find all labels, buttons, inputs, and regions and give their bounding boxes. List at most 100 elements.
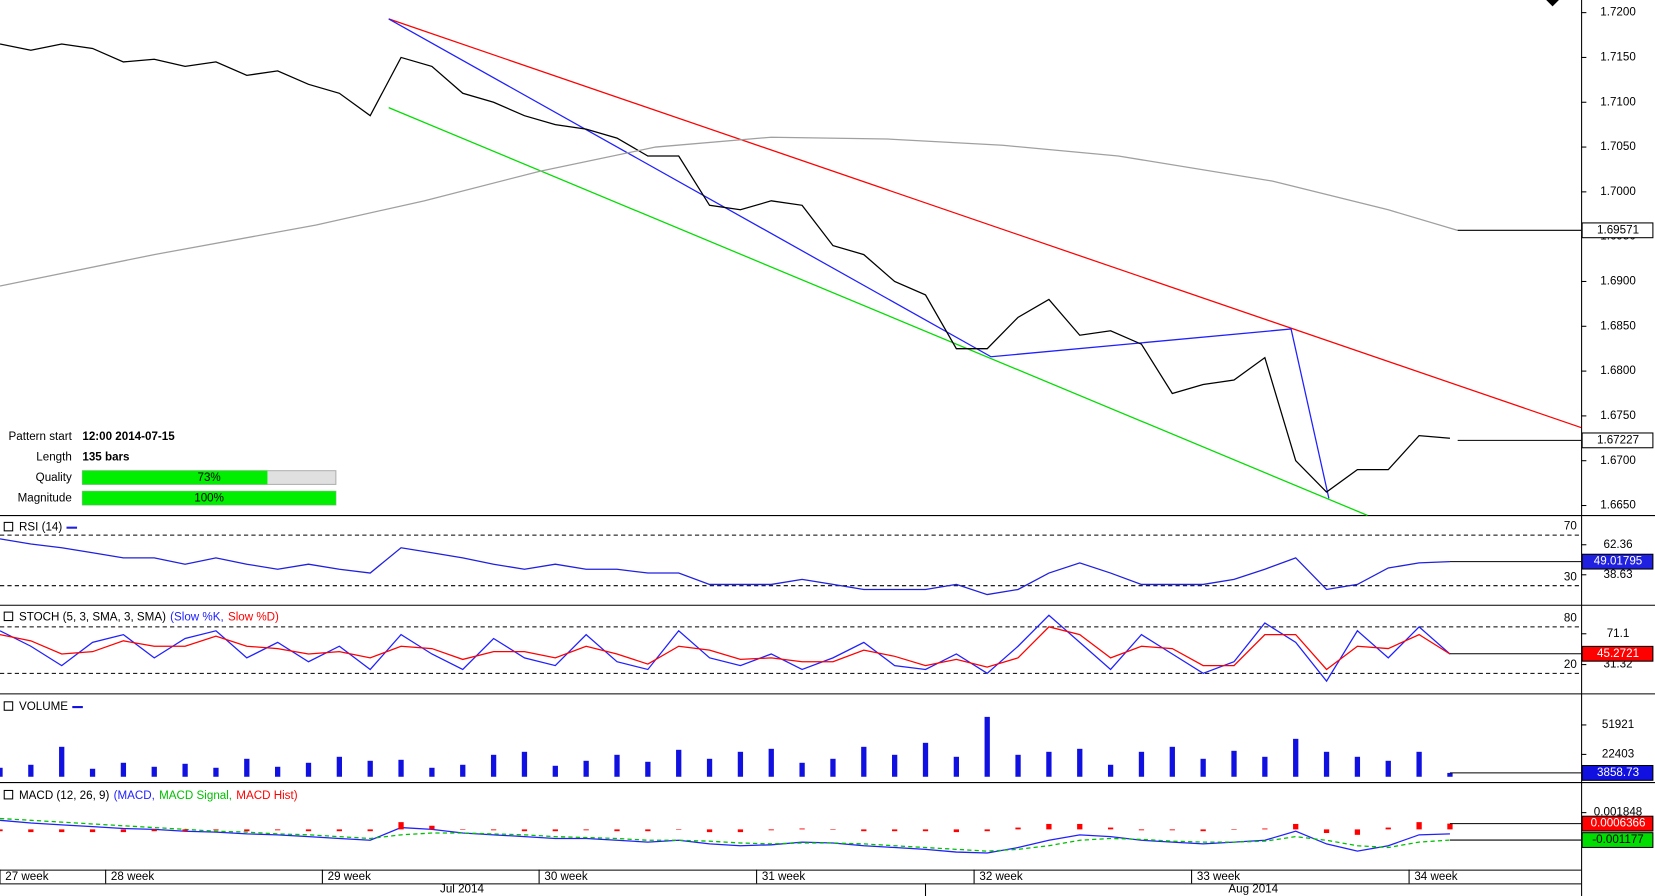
info-value: 12:00 2014-07-15 [82,430,175,443]
last-value-box [1581,432,1654,449]
bar [213,829,219,831]
bar [1354,829,1361,835]
series-line [0,626,1451,671]
bar [460,829,466,830]
bar [367,760,373,777]
bar [892,754,898,777]
bar [1385,760,1391,777]
y-tick-label: 22403 [1602,747,1634,760]
guide-label: 20 [1564,658,1577,671]
bar [151,766,157,777]
meter-value: 73% [197,471,220,484]
bar [861,746,867,777]
bar [490,829,497,831]
bar [768,748,774,777]
bar [89,829,96,833]
bar [1046,823,1052,830]
bar [398,822,404,830]
bar [1169,829,1175,831]
bar [1323,751,1330,777]
panel-title: MACD (12, 26, 9) [19,789,109,802]
info-label: Pattern start [9,430,73,443]
bar [953,829,959,833]
bar [1200,758,1206,777]
bar [768,829,774,831]
month-label: Jul 2014 [440,883,484,896]
bar [583,829,589,831]
bar [1416,751,1422,777]
meter-fill [82,470,268,485]
x-tick-label: 28 week [111,870,154,883]
bar [275,766,281,777]
bar [1447,823,1453,830]
bar [429,767,435,777]
bar [1046,751,1052,777]
bar [1262,828,1268,830]
meter-label: Quality [36,471,72,484]
last-value-label: 1.67227 [1597,433,1639,446]
bar [0,767,3,777]
guide-label: 70 [1564,520,1577,533]
last-value-label: 45.2721 [1597,647,1639,660]
bar [367,829,373,832]
last-value-label: 0.0006366 [1591,817,1646,830]
bar [799,828,805,830]
bar [28,829,34,833]
bar [614,754,620,777]
bar [305,762,312,777]
bar [1077,748,1083,777]
bar [28,764,34,777]
bar [336,756,342,777]
month-label: Aug 2014 [1228,883,1278,896]
bar [984,716,990,777]
bar [676,829,682,830]
bar [521,829,528,832]
legend-entry: Slow %D) [228,610,279,623]
bar [892,829,898,832]
pattern-line [388,107,1368,516]
bar [213,767,219,777]
bar [1200,829,1206,832]
meter-fill [82,491,336,505]
series-line [0,614,1451,683]
panel-title: VOLUME [19,700,68,713]
pattern-line [388,18,1582,429]
bar [1015,754,1021,777]
y-tick-label: 1.7100 [1600,95,1636,108]
bar [706,758,713,777]
panel-title: RSI (14) [19,521,62,534]
x-tick-label: 34 week [1414,870,1457,883]
bar [1169,746,1175,777]
bar [398,759,404,777]
bar [552,765,558,777]
bar [645,829,651,832]
y-tick-label: 1.6900 [1600,275,1636,288]
bar [182,763,188,777]
bar [1293,823,1299,830]
last-value-box [1581,815,1654,832]
bar [583,760,589,777]
info-value: 135 bars [82,451,129,464]
bar [429,825,435,830]
bar [830,829,836,830]
bar [460,764,466,777]
bar [59,829,65,833]
y-tick-label: 1.7200 [1600,6,1636,19]
legend-entry: (MACD, [114,789,155,802]
x-tick-label: 31 week [762,870,805,883]
y-tick-label: 51921 [1602,718,1634,731]
bar [799,762,805,777]
last-value-label: 3858.73 [1597,766,1639,779]
y-tick-label: 1.6750 [1600,409,1636,422]
bar [861,829,867,832]
bar [706,829,713,833]
x-tick-label: 30 week [544,870,587,883]
last-value-label: 49.01795 [1594,555,1642,568]
bar [922,829,929,832]
y-tick-label: 1.6850 [1600,319,1636,332]
bar [1077,823,1083,830]
bar [1015,827,1021,830]
bar [89,768,96,777]
bar [1354,756,1361,777]
bar [1231,750,1237,777]
